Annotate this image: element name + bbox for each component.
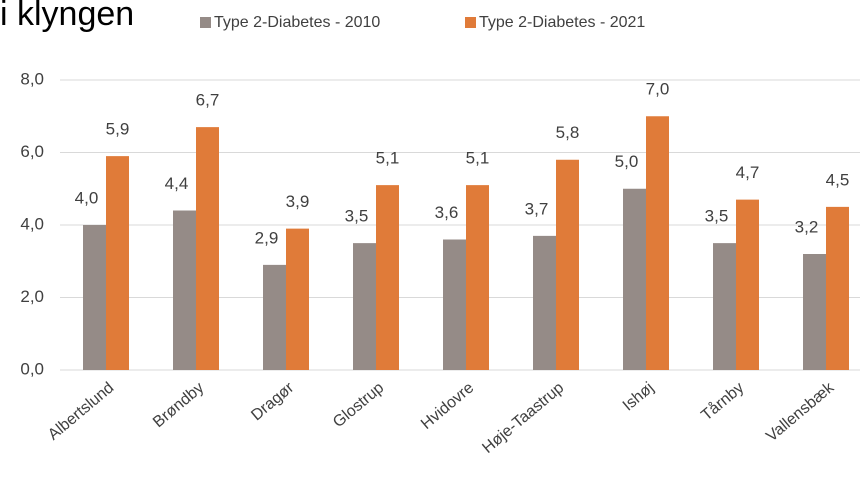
- x-tick-label: Høje-Taastrup: [479, 379, 567, 457]
- data-label: 3,2: [795, 217, 819, 236]
- x-tick-label: Hvidovre: [418, 379, 477, 433]
- x-tick-label: Albertslund: [45, 379, 117, 443]
- legend-label: Type 2-Diabetes - 2010: [214, 14, 380, 31]
- data-label: 4,0: [75, 188, 99, 207]
- data-label: 3,5: [345, 207, 369, 226]
- bar: [196, 127, 219, 370]
- x-tick-label: Ishøj: [620, 379, 657, 414]
- x-tick-label: Dragør: [248, 379, 298, 424]
- x-tick-label: Glostrup: [330, 379, 387, 431]
- data-label: 3,7: [525, 199, 549, 218]
- y-tick-label: 2,0: [20, 287, 44, 306]
- y-tick-label: 6,0: [20, 142, 44, 161]
- bar: [803, 254, 826, 370]
- data-label: 5,1: [376, 149, 400, 168]
- x-tick-label: Vallensbæk: [763, 379, 838, 446]
- bar: [83, 225, 106, 370]
- data-label: 3,5: [705, 207, 729, 226]
- y-tick-label: 0,0: [20, 359, 44, 378]
- data-label: 4,7: [736, 163, 760, 182]
- x-tick-label: Brøndby: [150, 379, 207, 431]
- data-label: 3,6: [435, 203, 459, 222]
- bar: [173, 210, 196, 370]
- data-label: 4,4: [165, 174, 189, 193]
- data-label: 5,0: [615, 152, 639, 171]
- bar: [623, 188, 646, 370]
- bar: [533, 235, 556, 370]
- bar: [376, 185, 399, 370]
- chart-title: i klyngen: [0, 0, 134, 33]
- legend-swatch: [200, 17, 211, 28]
- legend-label: Type 2-Diabetes - 2021: [479, 14, 645, 31]
- bar: [736, 199, 759, 370]
- bar: [556, 159, 579, 370]
- data-label: 3,9: [286, 192, 310, 211]
- data-label: 7,0: [646, 80, 670, 99]
- bar: [106, 156, 129, 370]
- bar: [466, 185, 489, 370]
- data-label: 5,1: [466, 149, 490, 168]
- bar: [286, 228, 309, 370]
- bar: [646, 116, 669, 370]
- y-tick-label: 8,0: [20, 69, 44, 88]
- y-tick-label: 4,0: [20, 214, 44, 233]
- bar: [443, 239, 466, 370]
- bar: [713, 243, 736, 370]
- data-label: 5,8: [556, 123, 580, 142]
- data-label: 4,5: [826, 170, 850, 189]
- data-label: 5,9: [106, 120, 130, 139]
- data-label: 2,9: [255, 228, 279, 247]
- data-label: 6,7: [196, 91, 220, 110]
- bar: [353, 243, 376, 370]
- bar: [826, 206, 849, 370]
- legend-swatch: [465, 17, 476, 28]
- bar: [263, 264, 286, 370]
- x-tick-label: Tårnby: [698, 379, 748, 425]
